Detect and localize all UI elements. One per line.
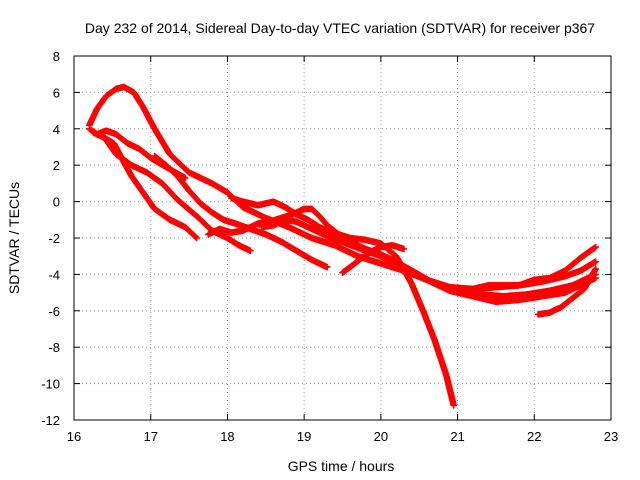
x-tick-label: 16 <box>67 429 81 444</box>
y-tick-label: -12 <box>41 413 60 428</box>
x-tick-label: 21 <box>450 429 464 444</box>
series-line <box>534 265 600 318</box>
x-tick-label: 23 <box>604 429 618 444</box>
x-tick-label: 22 <box>527 429 541 444</box>
series-line <box>442 243 600 295</box>
series-line <box>339 241 408 276</box>
data-series <box>85 83 600 409</box>
y-tick-label: 6 <box>53 85 60 100</box>
y-tick-label: -8 <box>48 340 60 355</box>
y-tick-label: -2 <box>48 231 60 246</box>
x-tick-label: 20 <box>374 429 388 444</box>
x-axis-label: GPS time / hours <box>288 458 395 474</box>
y-axis-label: SDTVAR / TECUs <box>6 182 22 294</box>
y-tick-label: -6 <box>48 304 60 319</box>
series-track-9 <box>339 241 408 276</box>
series-track-11 <box>534 265 600 318</box>
series-track-10 <box>442 243 600 295</box>
x-tick-label: 18 <box>220 429 234 444</box>
y-tick-label: 4 <box>53 122 60 137</box>
y-tick-label: 8 <box>53 49 60 64</box>
x-tick-label: 19 <box>297 429 311 444</box>
chart-title: Day 232 of 2014, Sidereal Day-to-day VTE… <box>85 20 595 36</box>
y-tick-label: 0 <box>53 195 60 210</box>
y-tick-label: -4 <box>48 267 60 282</box>
x-tick-label: 17 <box>143 429 157 444</box>
y-tick-label: -10 <box>41 377 60 392</box>
y-tick-label: 2 <box>53 158 60 173</box>
